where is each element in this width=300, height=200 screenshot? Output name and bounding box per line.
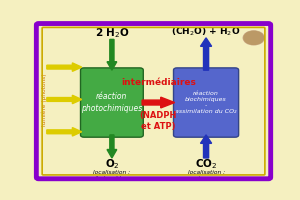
Text: CO$_2$: CO$_2$ [195,157,217,171]
Polygon shape [47,63,82,71]
Text: réaction
biochimiques
-
assimilation du CO₂: réaction biochimiques - assimilation du … [175,91,237,114]
Text: (NADPH
et ATP): (NADPH et ATP) [140,111,177,131]
Polygon shape [142,97,175,108]
Text: 2 H$_2$O: 2 H$_2$O [94,26,129,40]
Circle shape [243,31,264,45]
Polygon shape [200,135,211,158]
Text: réaction
photochimiques: réaction photochimiques [81,92,142,113]
Polygon shape [107,135,117,158]
Text: localisation :
thylacoïdes: localisation : thylacoïdes [93,170,130,181]
Polygon shape [107,39,117,70]
Polygon shape [200,38,211,70]
Text: intermédiaires: intermédiaires [121,78,196,87]
Text: localisation :
stroma: localisation : stroma [188,170,225,181]
FancyBboxPatch shape [80,68,143,137]
Polygon shape [47,128,82,136]
Circle shape [244,31,263,44]
Text: (CH$_2$O) + H$_2$O: (CH$_2$O) + H$_2$O [171,25,241,38]
Text: O$_2$: O$_2$ [104,157,119,171]
Text: lumière (photons): lumière (photons) [41,73,47,126]
FancyBboxPatch shape [173,68,238,137]
Polygon shape [47,95,82,104]
